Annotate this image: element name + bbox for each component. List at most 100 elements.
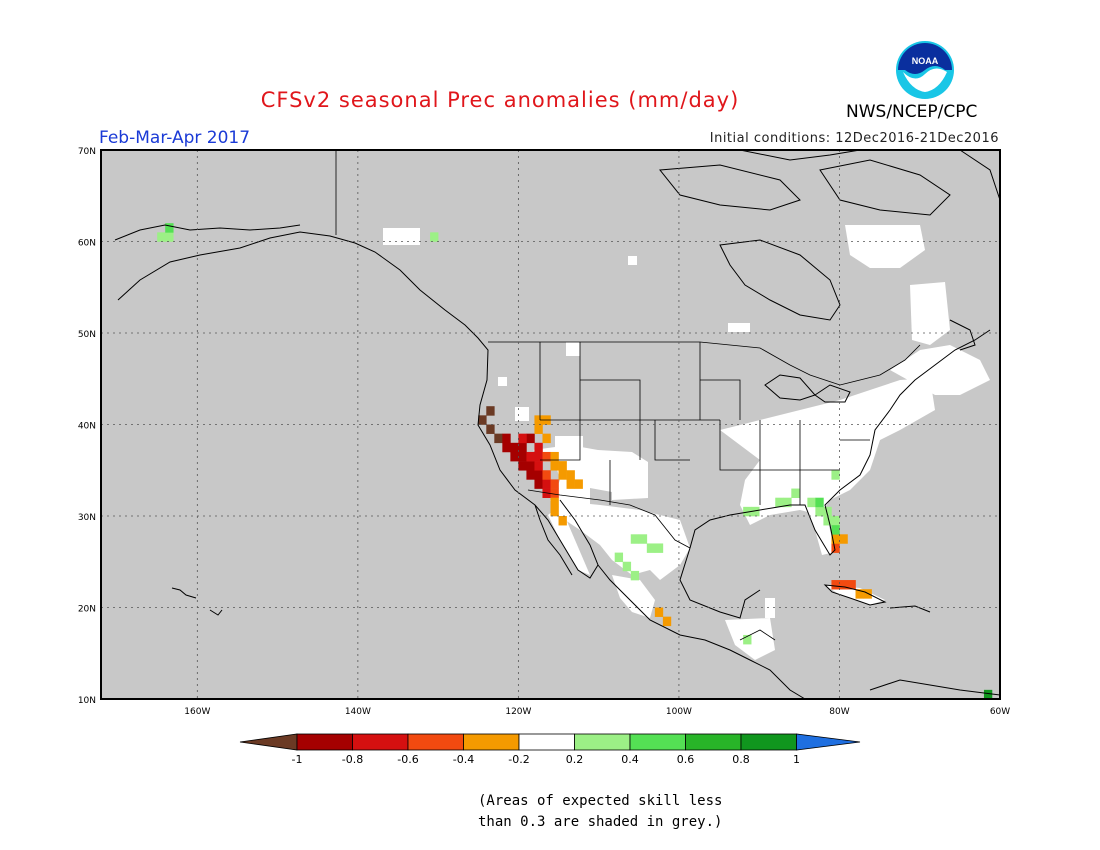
skill-note-line-1: (Areas of expected skill less xyxy=(478,793,723,809)
lat-tick-label: 50N xyxy=(78,330,96,340)
anomaly-cell xyxy=(478,415,487,425)
anomaly-cell xyxy=(542,451,551,462)
anomaly-cell xyxy=(486,424,495,434)
anomaly-cell xyxy=(630,534,640,544)
anomaly-cell xyxy=(502,442,511,453)
anomaly-cell xyxy=(542,433,551,444)
anomaly-cell xyxy=(550,479,559,489)
noaa-logo: NOAA xyxy=(895,40,955,100)
colorbar-bin xyxy=(740,733,797,751)
anomaly-cell xyxy=(518,461,527,471)
colorbar-tick-label: -0.6 xyxy=(397,753,418,766)
lon-tick-label: 140W xyxy=(345,707,371,717)
anomaly-cell xyxy=(550,461,559,471)
anomaly-cell xyxy=(534,424,543,434)
anomaly-cell xyxy=(526,461,535,471)
skill-note-line-2: than 0.3 are shaded in grey.) xyxy=(478,814,723,830)
anomaly-cell xyxy=(526,470,535,480)
map-plot-area xyxy=(100,149,1001,700)
anomaly-cell xyxy=(558,516,567,526)
anomaly-cell xyxy=(518,451,527,462)
lon-tick-label: 160W xyxy=(184,707,210,717)
political-borders xyxy=(335,150,921,641)
anomaly-cell xyxy=(839,580,848,590)
anomaly-cell xyxy=(566,470,575,480)
forecast-period: Feb-Mar-Apr 2017 xyxy=(99,128,251,148)
anomaly-cell xyxy=(534,442,543,453)
anomaly-cell xyxy=(534,451,543,462)
colorbar-tick-labels: -1 -0.8 -0.6 -0.4 -0.2 0.2 0.4 0.6 0.8 1 xyxy=(292,753,800,766)
lat-tick-label: 30N xyxy=(78,513,96,523)
anomaly-cell xyxy=(526,433,535,444)
lon-tick-label: 80W xyxy=(829,707,849,717)
anomaly-cell xyxy=(542,470,551,480)
lat-tick-label: 60N xyxy=(78,239,96,249)
anomaly-cell xyxy=(510,442,519,453)
anomaly-cell xyxy=(662,616,672,627)
anomaly-cell xyxy=(558,470,567,480)
anomaly-cell xyxy=(831,525,840,535)
anomaly-cell xyxy=(165,232,174,242)
anomaly-cell xyxy=(510,451,519,462)
colorbar-tick-label: 0.2 xyxy=(566,753,584,766)
anomaly-cell xyxy=(831,543,840,553)
anomaly-cell xyxy=(550,488,559,498)
skill-note: (Areas of expected skill less than 0.3 a… xyxy=(478,791,722,833)
anomaly-cell xyxy=(751,506,760,517)
graticule xyxy=(101,150,1000,699)
lon-tick-label: 100W xyxy=(666,707,692,717)
lon-tick-label: 120W xyxy=(505,707,531,717)
anomaly-cell xyxy=(157,232,166,242)
anomaly-cell xyxy=(823,506,832,517)
colorbar-tick-label: -0.8 xyxy=(342,753,363,766)
colorbar-tick-label: 0.6 xyxy=(677,753,695,766)
lat-tick-label: 40N xyxy=(78,422,96,432)
colorbar-bin xyxy=(685,733,742,751)
svg-text:NOAA: NOAA xyxy=(912,56,939,66)
anomaly-cell xyxy=(646,543,656,553)
anomaly-cell xyxy=(654,543,664,553)
anomaly-cell xyxy=(526,451,535,462)
anomaly-cell xyxy=(614,552,624,563)
anomaly-cell xyxy=(165,223,174,233)
anomaly-cell xyxy=(550,497,559,508)
anomaly-cell xyxy=(983,689,993,700)
anomaly-cell xyxy=(518,442,527,453)
lat-tick-label: 10N xyxy=(78,696,96,706)
anomaly-cell xyxy=(550,451,559,462)
initial-conditions: Initial conditions: 12Dec2016-21Dec2016 xyxy=(709,131,999,146)
colorbar-bin xyxy=(407,733,464,751)
colorbar-bin xyxy=(629,733,686,751)
anomaly-cell xyxy=(430,232,439,242)
colorbar-tick-label: 0.8 xyxy=(732,753,750,766)
colorbar-tick-label: 1 xyxy=(793,753,800,766)
longitude-tick-labels: 160W 140W 120W 100W 80W 60W xyxy=(184,707,1010,717)
anomaly-cell xyxy=(534,470,543,480)
colorbar xyxy=(239,733,861,751)
anomaly-cell xyxy=(638,534,648,544)
latitude-tick-labels: 10N 20N 30N 40N 50N 60N 70N xyxy=(78,147,96,706)
anomaly-cell xyxy=(486,406,495,416)
colorbar-bin xyxy=(296,733,353,751)
anomaly-cell xyxy=(654,607,664,617)
anomaly-cell xyxy=(542,479,551,489)
anomaly-cells xyxy=(157,223,993,700)
anomaly-cell xyxy=(518,433,527,444)
lon-tick-label: 60W xyxy=(990,707,1010,717)
anomaly-cell xyxy=(534,479,543,489)
anomaly-cell xyxy=(847,580,856,590)
colorbar-arrow-high xyxy=(796,733,861,751)
anomaly-cell xyxy=(815,497,824,508)
colorbar-bin xyxy=(574,733,631,751)
colorbar-tick-label: 0.4 xyxy=(621,753,639,766)
anomaly-cell xyxy=(791,488,800,498)
anomaly-cell xyxy=(831,580,840,590)
anomaly-cell xyxy=(839,534,848,544)
coastlines xyxy=(114,149,1001,700)
anomaly-cell xyxy=(743,506,752,517)
colorbar-arrow-low xyxy=(239,733,298,751)
anomaly-cell xyxy=(534,415,543,425)
colorbar-tick-label: -0.4 xyxy=(453,753,474,766)
anomaly-cell xyxy=(831,470,840,480)
